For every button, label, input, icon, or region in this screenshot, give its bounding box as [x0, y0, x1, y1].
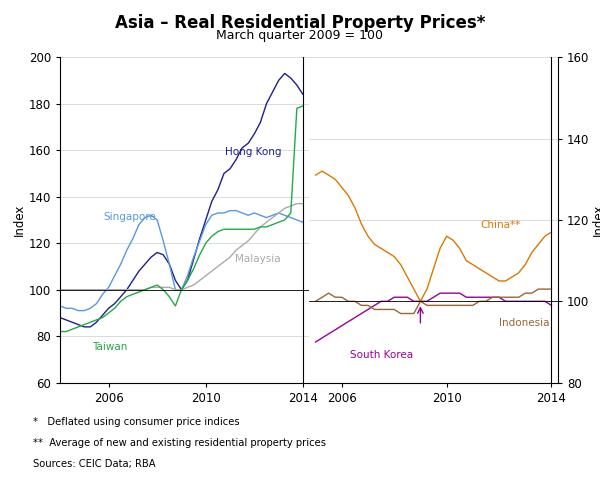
Text: March quarter 2009 = 100: March quarter 2009 = 100 [217, 29, 383, 42]
Text: Singapore: Singapore [104, 212, 157, 222]
Text: South Korea: South Korea [350, 350, 413, 360]
Text: **  Average of new and existing residential property prices: ** Average of new and existing residenti… [33, 438, 326, 448]
Text: Taiwan: Taiwan [92, 342, 127, 352]
Text: Malaysia: Malaysia [235, 254, 281, 264]
Y-axis label: Index: Index [592, 204, 600, 236]
Text: Hong Kong: Hong Kong [225, 147, 281, 157]
Text: Sources: CEIC Data; RBA: Sources: CEIC Data; RBA [33, 459, 155, 469]
Text: *   Deflated using consumer price indices: * Deflated using consumer price indices [33, 417, 239, 427]
Text: China**: China** [481, 220, 521, 230]
Text: Asia – Real Residential Property Prices*: Asia – Real Residential Property Prices* [115, 14, 485, 32]
Text: Indonesia: Indonesia [499, 318, 550, 328]
Y-axis label: Index: Index [13, 204, 26, 236]
